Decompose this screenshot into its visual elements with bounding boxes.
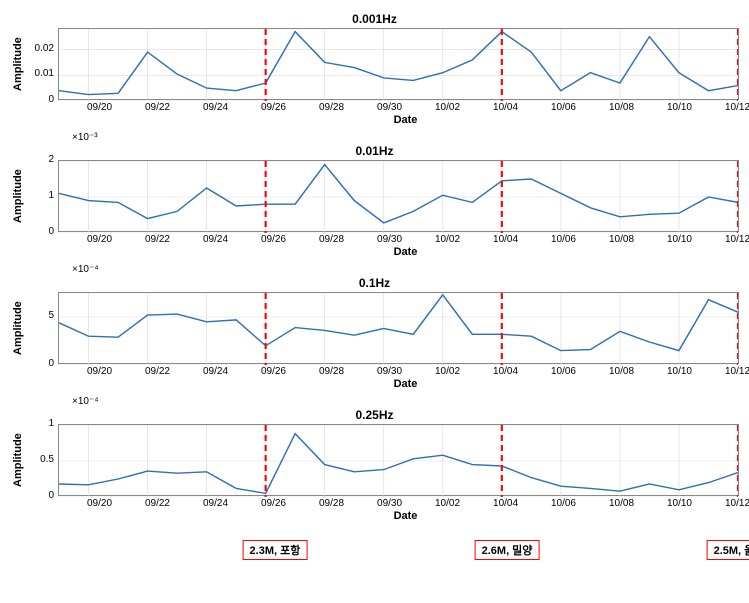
- x-tick-label: 10/12: [725, 234, 749, 245]
- subplot-title: 0.001Hz: [10, 12, 739, 26]
- chart-area: [58, 424, 739, 496]
- data-line: [59, 32, 738, 95]
- x-axis-label: Date: [72, 114, 739, 126]
- y-ticks: 10.50: [26, 424, 58, 496]
- event-annotation: 2.6M, 밀양: [475, 540, 540, 560]
- y-tick-label: 0.5: [40, 454, 54, 465]
- y-multiplier: ×10⁻⁴: [72, 264, 99, 275]
- x-tick-label: 09/24: [203, 102, 228, 113]
- x-tick-label: 09/24: [203, 366, 228, 377]
- chart-area: [58, 160, 739, 232]
- x-tick-label: 09/30: [377, 102, 402, 113]
- x-tick-label: 09/26: [261, 366, 286, 377]
- x-tick-label: 09/30: [377, 366, 402, 377]
- x-tick-label: 10/02: [435, 498, 460, 509]
- subplot-2: ×10⁻⁴0.1HzAmplitude5009/2009/2209/2409/2…: [10, 276, 739, 390]
- y-ticks: 210: [26, 160, 58, 232]
- x-tick-label: 10/10: [667, 366, 692, 377]
- chart-area: [58, 292, 739, 364]
- subplot-0: 0.001Hz Amplitude 0.02 0.01 0 09/20 09/22 09/24…: [10, 12, 739, 126]
- x-tick-label: 10/04: [493, 498, 518, 509]
- x-tick-label: 10/06: [551, 102, 576, 113]
- annotation-row: 2.3M, 포항2.6M, 밀양2.5M, 울산: [72, 540, 739, 564]
- y-ticks: 0.020.010: [26, 28, 58, 100]
- x-tick-label: 09/30: [377, 234, 402, 245]
- x-tick-label: 10/10: [667, 102, 692, 113]
- x-tick-label: 10/10: [667, 234, 692, 245]
- x-tick-label: 09/20: [87, 366, 112, 377]
- x-tick-label: 10/02: [435, 102, 460, 113]
- x-tick-label: 10/12: [725, 366, 749, 377]
- y-tick-label: 1: [48, 418, 54, 429]
- x-tick-label: 10/08: [609, 234, 634, 245]
- x-tick-label: 10/06: [551, 498, 576, 509]
- y-tick-label: 2: [48, 154, 54, 165]
- subplot-1: ×10⁻³0.01HzAmplitude21009/2009/2209/2409…: [10, 144, 739, 258]
- x-tick-label: 10/02: [435, 366, 460, 377]
- figure: 0.001Hz Amplitude 0.02 0.01 0 09/20 09/22 09/24…: [10, 12, 739, 564]
- x-ticks: 09/20 09/22 09/24 09/26 09/28 09/30 10/02 10/04…: [72, 366, 739, 378]
- x-tick-label: 09/28: [319, 102, 344, 113]
- x-tick-label: 09/22: [145, 498, 170, 509]
- y-tick-label: 0: [48, 490, 54, 501]
- y-tick-label: 0.01: [35, 68, 54, 79]
- x-axis-label: Date: [72, 510, 739, 522]
- data-line: [59, 434, 738, 494]
- x-tick-label: 10/12: [725, 498, 749, 509]
- subplot-title: 0.1Hz: [10, 276, 739, 290]
- y-multiplier: ×10⁻⁴: [72, 396, 99, 407]
- x-tick-label: 09/22: [145, 366, 170, 377]
- y-axis-label: Amplitude: [10, 292, 26, 364]
- x-tick-label: 09/28: [319, 234, 344, 245]
- x-tick-label: 10/08: [609, 498, 634, 509]
- x-tick-label: 10/04: [493, 234, 518, 245]
- event-annotation: 2.3M, 포항: [243, 540, 308, 560]
- x-ticks: 09/20 09/22 09/24 09/26 09/28 09/30 10/02 10/04…: [72, 102, 739, 114]
- x-tick-label: 10/02: [435, 234, 460, 245]
- x-ticks: 09/20 09/22 09/24 09/26 09/28 09/30 10/02 10/04…: [72, 234, 739, 246]
- y-multiplier: ×10⁻³: [72, 132, 98, 143]
- y-tick-label: 0: [48, 226, 54, 237]
- y-tick-label: 0: [48, 94, 54, 105]
- x-tick-label: 09/22: [145, 102, 170, 113]
- subplot-3: ×10⁻⁴0.25HzAmplitude10.5009/2009/2209/24…: [10, 408, 739, 522]
- y-tick-label: 0.02: [35, 43, 54, 54]
- x-tick-label: 09/22: [145, 234, 170, 245]
- subplot-title: 0.01Hz: [10, 144, 739, 158]
- x-tick-label: 09/20: [87, 234, 112, 245]
- y-tick-label: 0: [48, 358, 54, 369]
- y-tick-label: 1: [48, 190, 54, 201]
- subplot-title: 0.25Hz: [10, 408, 739, 422]
- x-axis-label: Date: [72, 246, 739, 258]
- y-axis-label: Amplitude: [10, 160, 26, 232]
- data-line: [59, 295, 738, 351]
- x-tick-label: 09/28: [319, 366, 344, 377]
- x-tick-label: 09/26: [261, 498, 286, 509]
- x-axis-label: Date: [72, 378, 739, 390]
- x-tick-label: 09/28: [319, 498, 344, 509]
- x-tick-label: 09/24: [203, 498, 228, 509]
- chart-area: [58, 28, 739, 100]
- event-annotation: 2.5M, 울산: [707, 540, 749, 560]
- x-tick-label: 09/20: [87, 498, 112, 509]
- y-tick-label: 5: [48, 310, 54, 321]
- x-tick-label: 10/10: [667, 498, 692, 509]
- x-tick-label: 10/06: [551, 366, 576, 377]
- x-tick-label: 10/08: [609, 366, 634, 377]
- data-line: [59, 165, 738, 223]
- x-ticks: 09/20 09/22 09/24 09/26 09/28 09/30 10/02 10/04…: [72, 498, 739, 510]
- x-tick-label: 09/26: [261, 102, 286, 113]
- x-tick-label: 09/24: [203, 234, 228, 245]
- x-tick-label: 10/08: [609, 102, 634, 113]
- y-axis-label: Amplitude: [10, 424, 26, 496]
- y-axis-label: Amplitude: [10, 28, 26, 100]
- x-tick-label: 10/12: [725, 102, 749, 113]
- x-tick-label: 09/30: [377, 498, 402, 509]
- x-tick-label: 10/06: [551, 234, 576, 245]
- x-tick-label: 10/04: [493, 102, 518, 113]
- x-tick-label: 09/20: [87, 102, 112, 113]
- y-ticks: 50: [26, 292, 58, 364]
- x-tick-label: 10/04: [493, 366, 518, 377]
- x-tick-label: 09/26: [261, 234, 286, 245]
